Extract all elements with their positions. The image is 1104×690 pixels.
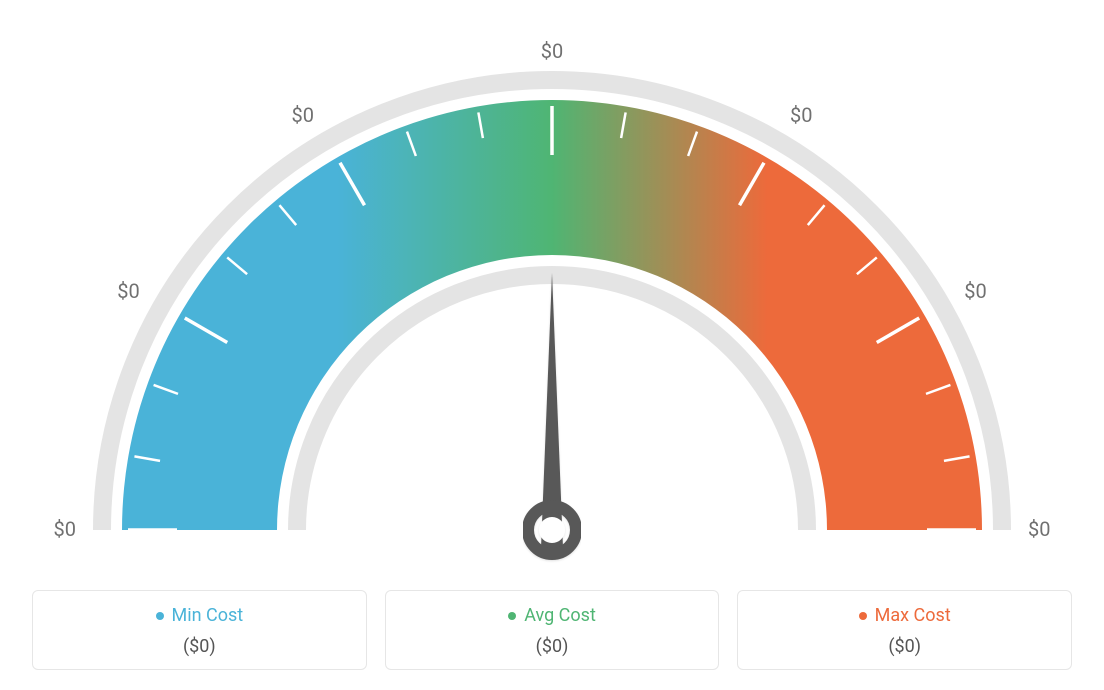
gauge-scale-label: $0 bbox=[541, 39, 563, 63]
gauge-scale-label: $0 bbox=[964, 279, 986, 303]
legend-label-min: Min Cost bbox=[172, 605, 244, 626]
legend-label-avg: Avg Cost bbox=[524, 605, 596, 626]
legend-value-min: ($0) bbox=[43, 636, 356, 657]
legend-card-max: Max Cost ($0) bbox=[737, 590, 1072, 671]
gauge-scale-label: $0 bbox=[292, 103, 314, 127]
legend-dot-max bbox=[859, 612, 867, 620]
cost-gauge-chart: $0 $0 $0 $0 $0 $0 $0 bbox=[32, 10, 1072, 570]
gauge-needle bbox=[528, 273, 576, 554]
legend-card-avg: Avg Cost ($0) bbox=[385, 590, 720, 671]
legend-dot-avg bbox=[508, 612, 516, 620]
legend-dot-min bbox=[156, 612, 164, 620]
legend-card-min: Min Cost ($0) bbox=[32, 590, 367, 671]
gauge-svg: $0 $0 $0 $0 $0 $0 $0 bbox=[32, 10, 1072, 570]
legend-value-max: ($0) bbox=[748, 636, 1061, 657]
gauge-scale-label: $0 bbox=[54, 517, 76, 541]
legend-label-max: Max Cost bbox=[875, 605, 951, 626]
gauge-scale-label: $0 bbox=[117, 279, 139, 303]
legend-row: Min Cost ($0) Avg Cost ($0) Max Cost ($0… bbox=[32, 590, 1072, 671]
gauge-scale-label: $0 bbox=[790, 103, 812, 127]
legend-value-avg: ($0) bbox=[396, 636, 709, 657]
gauge-scale-label: $0 bbox=[1028, 517, 1050, 541]
